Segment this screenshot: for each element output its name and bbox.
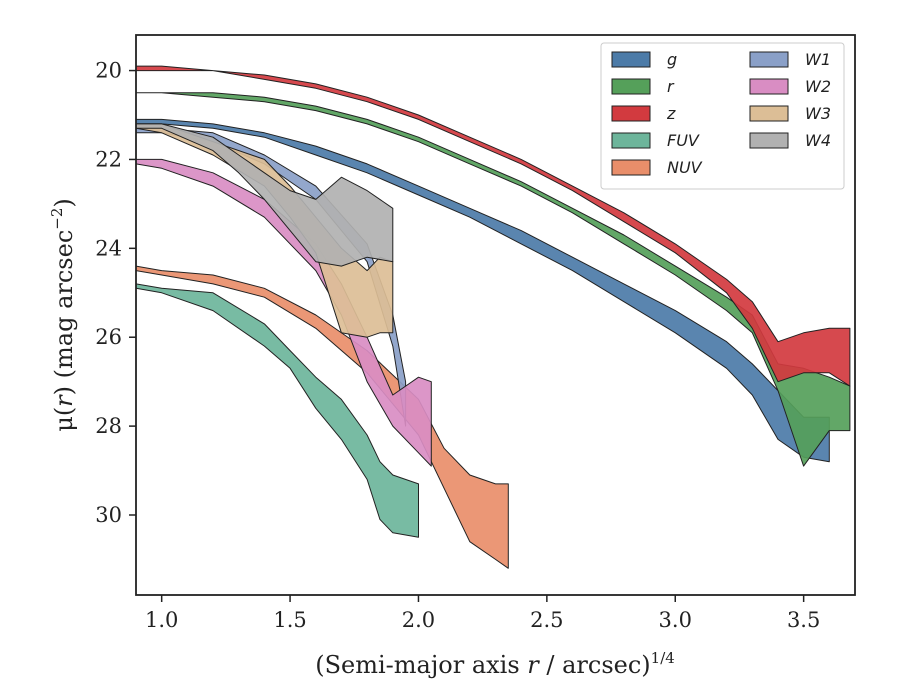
y-tick-label: 20 bbox=[95, 59, 122, 83]
legend: grz FUV NUV W1 W2 W3 W4 bbox=[600, 42, 845, 190]
plot-frame bbox=[135, 34, 856, 596]
legend-swatch-g bbox=[611, 51, 651, 68]
legend-label-w2: W2 bbox=[805, 77, 831, 96]
series-band-r bbox=[136, 92, 851, 467]
legend-label-w4: W4 bbox=[805, 131, 831, 150]
x-tick-label: 3.0 bbox=[659, 608, 692, 632]
y-axis-label: μ(r) (mag arcsec−2) bbox=[48, 198, 78, 432]
series-band-g bbox=[136, 118, 830, 463]
x-axis-label: (Semi-major axis r / arcsec)1/4 bbox=[315, 649, 675, 679]
x-tick-label: 1.0 bbox=[145, 608, 178, 632]
x-tick-label: 2.0 bbox=[402, 608, 435, 632]
series-band-fuv bbox=[136, 283, 419, 538]
legend-swatch-w4 bbox=[749, 132, 789, 149]
legend-swatch-r bbox=[611, 78, 651, 95]
legend-swatch-nuv bbox=[611, 159, 651, 176]
legend-swatch-fuv bbox=[611, 132, 651, 149]
x-tick-label: 2.5 bbox=[530, 608, 563, 632]
y-tick-label: 22 bbox=[95, 147, 122, 171]
series-band-z bbox=[136, 65, 851, 387]
series-band-w4 bbox=[136, 123, 394, 267]
legend-label-w3: W3 bbox=[805, 104, 831, 123]
x-tick-label: 3.5 bbox=[787, 608, 820, 632]
legend-label-g: g bbox=[667, 50, 677, 69]
y-tick-label: 26 bbox=[95, 325, 122, 349]
legend-label-w1: W1 bbox=[805, 50, 831, 69]
y-tick-label: 24 bbox=[95, 236, 122, 260]
x-tick-label: 1.5 bbox=[273, 608, 306, 632]
legend-swatch-w3 bbox=[749, 105, 789, 122]
legend-label-nuv: NUV bbox=[667, 158, 703, 177]
legend-label-z: z bbox=[666, 104, 676, 123]
data-bands bbox=[136, 65, 851, 569]
legend-label-fuv: FUV bbox=[667, 131, 700, 150]
y-axis-ticks: 20 22 24 26 28 30 bbox=[95, 59, 136, 527]
legend-swatch-w1 bbox=[749, 51, 789, 68]
legend-swatch-z bbox=[611, 105, 651, 122]
y-tick-label: 28 bbox=[95, 414, 122, 438]
y-tick-label: 30 bbox=[95, 503, 122, 527]
x-axis-ticks: 1.0 1.5 2.0 2.5 3.0 3.5 bbox=[145, 595, 820, 632]
legend-label-r: r bbox=[667, 77, 675, 96]
series-band-nuv bbox=[136, 265, 509, 569]
legend-swatch-w2 bbox=[749, 78, 789, 95]
